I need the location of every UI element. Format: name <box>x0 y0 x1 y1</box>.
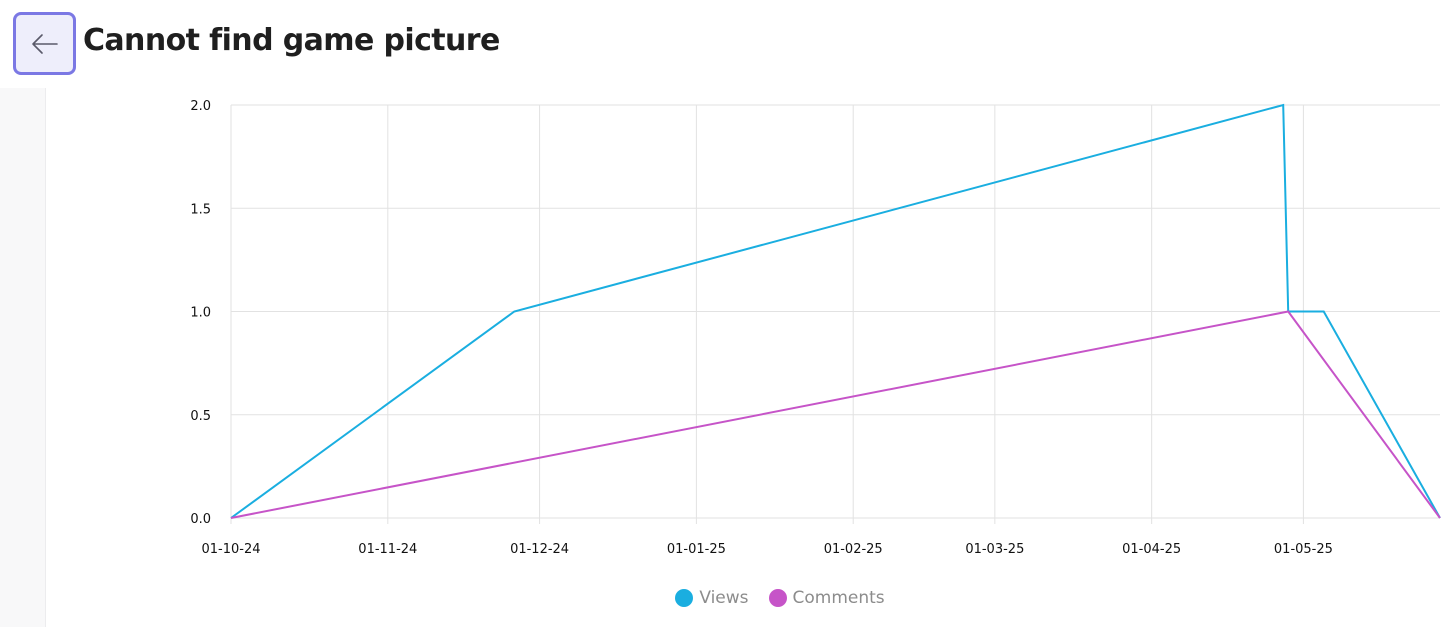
arrow-left-icon <box>30 33 60 55</box>
back-button[interactable] <box>13 12 76 75</box>
x-tick-label: 01-10-24 <box>201 542 260 557</box>
y-tick-label: 0.5 <box>190 409 211 424</box>
x-tick-label: 01-11-24 <box>358 542 417 557</box>
legend-item-comments[interactable]: Comments <box>768 588 885 608</box>
legend-dot-icon <box>768 589 787 607</box>
y-tick-label: 2.0 <box>190 99 211 114</box>
x-tick-label: 01-12-24 <box>510 542 569 557</box>
x-tick-label: 01-03-25 <box>965 542 1024 557</box>
chart-legend: Views Comments <box>0 588 1451 608</box>
page-title: Cannot find game picture <box>83 23 500 58</box>
legend-dot-icon <box>675 589 694 607</box>
x-tick-label: 01-04-25 <box>1122 542 1181 557</box>
x-tick-label: 01-02-25 <box>824 542 883 557</box>
sidebar-strip <box>0 88 46 627</box>
y-tick-label: 1.5 <box>190 202 211 217</box>
y-tick-label: 0.0 <box>190 512 211 527</box>
x-tick-label: 01-01-25 <box>667 542 726 557</box>
legend-label: Views <box>699 588 749 608</box>
series-line-comments <box>230 310 1441 519</box>
legend-label: Comments <box>792 588 885 608</box>
series-line-views <box>230 103 1441 519</box>
x-tick-label: 01-05-25 <box>1274 542 1333 557</box>
y-tick-label: 1.0 <box>190 306 211 321</box>
legend-item-views[interactable]: Views <box>675 588 749 608</box>
